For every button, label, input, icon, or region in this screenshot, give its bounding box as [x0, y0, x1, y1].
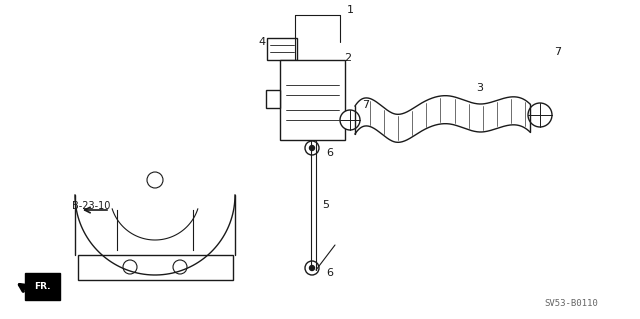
Text: B-23-10: B-23-10 — [72, 201, 110, 211]
Circle shape — [173, 260, 187, 274]
Circle shape — [147, 172, 163, 188]
Circle shape — [305, 261, 319, 275]
Text: 6: 6 — [326, 148, 333, 158]
Text: 7: 7 — [554, 47, 561, 57]
Text: 5: 5 — [323, 200, 330, 210]
Circle shape — [305, 141, 319, 155]
Text: 3: 3 — [477, 83, 483, 93]
Circle shape — [340, 110, 360, 130]
Circle shape — [310, 265, 314, 271]
Text: 4: 4 — [259, 37, 266, 47]
Text: SV53-B0110: SV53-B0110 — [544, 299, 598, 308]
Text: FR.: FR. — [34, 282, 51, 291]
Bar — [267, 38, 297, 60]
Bar — [266, 90, 280, 108]
Bar — [280, 60, 345, 140]
Bar — [78, 255, 233, 280]
Text: 6: 6 — [326, 268, 333, 278]
Text: 1: 1 — [346, 5, 353, 15]
Circle shape — [123, 260, 137, 274]
Text: 7: 7 — [362, 100, 369, 110]
Circle shape — [310, 145, 314, 151]
Text: 2: 2 — [344, 53, 351, 63]
Circle shape — [528, 103, 552, 127]
